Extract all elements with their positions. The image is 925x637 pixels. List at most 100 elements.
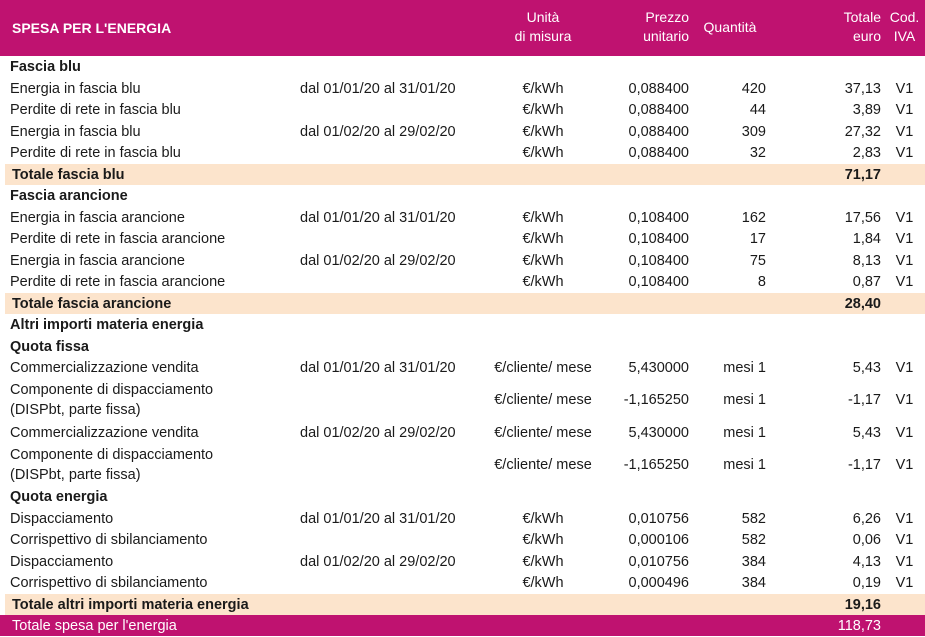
item-unit: €/kWh [522,252,564,269]
item-total: -1,17 [847,456,881,473]
item-period: dal 01/02/20 al 29/02/20 [300,424,456,441]
section-heading: Quota energia [0,486,925,508]
item-unit-price: -1,165250 [623,392,689,408]
item-total: 4,13 [852,553,881,570]
item-unit: €/kWh [522,510,564,527]
item-quantity: 75 [749,252,766,269]
section-heading: Fascia arancione [0,185,925,207]
item-total: 1,84 [852,231,881,247]
item-total: 17,56 [844,209,881,226]
item-vat-code: V1 [895,360,914,376]
subtotal-amount: 71,17 [844,166,881,183]
item-vat-code: V1 [895,392,914,408]
item-quantity: 582 [741,532,766,548]
item-unit-price: 0,088400 [628,145,689,161]
item-quantity: 582 [741,510,766,527]
table-row: Energia in fascia blu dal 01/01/20 al 31/… [0,78,925,100]
item-unit: €/kWh [522,145,564,161]
table-row: Corrispettivo di sbilanciamento €/kWh 0,00… [0,572,925,594]
item-description: Energia in fascia arancione [10,209,185,226]
item-quantity: mesi 1 [723,360,766,376]
item-vat-code: V1 [895,553,914,570]
item-description: Perdite di rete in fascia arancione [10,231,226,247]
item-description: Commercializzazione vendita [10,360,199,376]
table-row: Componente di dispacciamento (DISPbt, par… [0,379,925,422]
item-unit: €/kWh [522,553,564,570]
item-unit-price: 0,088400 [628,123,689,140]
header-vat-code: Cod. IVA [889,9,920,44]
header-unit: Unità di misura [514,9,572,44]
header-quantity: Quantità [703,19,757,35]
item-quantity: mesi 1 [723,392,766,408]
item-period: dal 01/02/20 al 29/02/20 [300,252,456,269]
item-vat-code: V1 [895,123,914,140]
table-header: SPESA PER L'ENERGIA Unità di misura Prez… [0,0,925,56]
item-quantity: 309 [741,123,766,140]
item-total: 37,13 [844,80,881,97]
item-unit-price: 5,430000 [628,424,689,441]
item-vat-code: V1 [895,575,914,591]
item-description: Dispacciamento [10,553,114,570]
table-row: Perdite di rete in fascia arancione €/kWh… [0,228,925,250]
section-label: Fascia arancione [10,188,128,204]
item-quantity: mesi 1 [723,456,766,473]
item-total: 5,43 [852,360,881,376]
item-unit-price: 0,108400 [628,252,689,269]
item-vat-code: V1 [895,424,914,441]
table-row: Dispacciamento dal 01/01/20 al 31/01/20 €/… [0,508,925,530]
item-unit-price: -1,165250 [623,456,689,473]
item-description: Perdite di rete in fascia blu [10,102,181,118]
item-vat-code: V1 [895,231,914,247]
item-unit: €/kWh [522,80,564,97]
item-quantity: 44 [749,102,766,118]
subtotal-amount: 28,40 [844,295,881,312]
item-quantity: mesi 1 [723,424,766,441]
item-total: 2,83 [852,145,881,161]
subtotal-row: Totale fascia arancione 28,40 [5,292,925,314]
item-vat-code: V1 [895,456,914,473]
item-unit: €/cliente/ mese [494,392,592,408]
item-description: Componente di dispacciamento (DISPbt, par… [10,446,214,483]
item-unit-price: 0,010756 [628,553,689,570]
item-total: 27,32 [844,123,881,140]
table-row: Commercializzazione vendita dal 01/02/20 … [0,422,925,444]
subtotal-label: Totale altri importi materia energia [12,596,249,613]
section-label: Fascia blu [10,59,81,75]
item-description: Energia in fascia blu [10,123,141,140]
item-description: Corrispettivo di sbilanciamento [10,575,208,591]
item-period: dal 01/02/20 al 29/02/20 [300,123,456,140]
table-row: Dispacciamento dal 01/02/20 al 29/02/20 €/… [0,551,925,573]
item-unit: €/kWh [522,274,564,290]
table-row: Energia in fascia arancione dal 01/02/20 … [0,250,925,272]
item-total: 0,19 [852,575,881,591]
table-row: Perdite di rete in fascia blu €/kWh 0,0884… [0,142,925,164]
table-row: Energia in fascia blu dal 01/02/20 al 29/… [0,121,925,143]
item-description: Energia in fascia blu [10,80,141,97]
table-row: Componente di dispacciamento (DISPbt, par… [0,443,925,486]
item-description: Corrispettivo di sbilanciamento [10,532,208,548]
item-vat-code: V1 [895,209,914,226]
item-description: Componente di dispacciamento (DISPbt, par… [10,382,214,418]
item-description: Perdite di rete in fascia arancione [10,274,226,290]
item-quantity: 384 [741,575,766,591]
item-quantity: 384 [741,553,766,570]
table-row: Commercializzazione vendita dal 01/01/20 … [0,357,925,379]
item-total: 0,06 [852,532,881,548]
table-title: SPESA PER L'ENERGIA [12,20,172,36]
item-total: 5,43 [852,424,881,441]
section-label: Quota energia [10,489,108,505]
section-label: Quota fissa [10,338,89,355]
section-heading: Altri importi materia energia [0,314,925,336]
item-unit: €/cliente/ mese [494,424,592,441]
subtotal-label: Totale fascia blu [12,166,125,183]
item-period: dal 01/01/20 al 31/01/20 [300,80,456,97]
item-vat-code: V1 [895,252,914,269]
item-period: dal 01/01/20 al 31/01/20 [300,360,456,376]
item-unit-price: 5,430000 [628,360,689,376]
item-vat-code: V1 [895,102,914,118]
item-unit: €/kWh [522,532,564,548]
subtotal-label: Totale fascia arancione [12,295,172,312]
item-vat-code: V1 [895,532,914,548]
item-vat-code: V1 [895,145,914,161]
item-description: Energia in fascia arancione [10,252,185,269]
